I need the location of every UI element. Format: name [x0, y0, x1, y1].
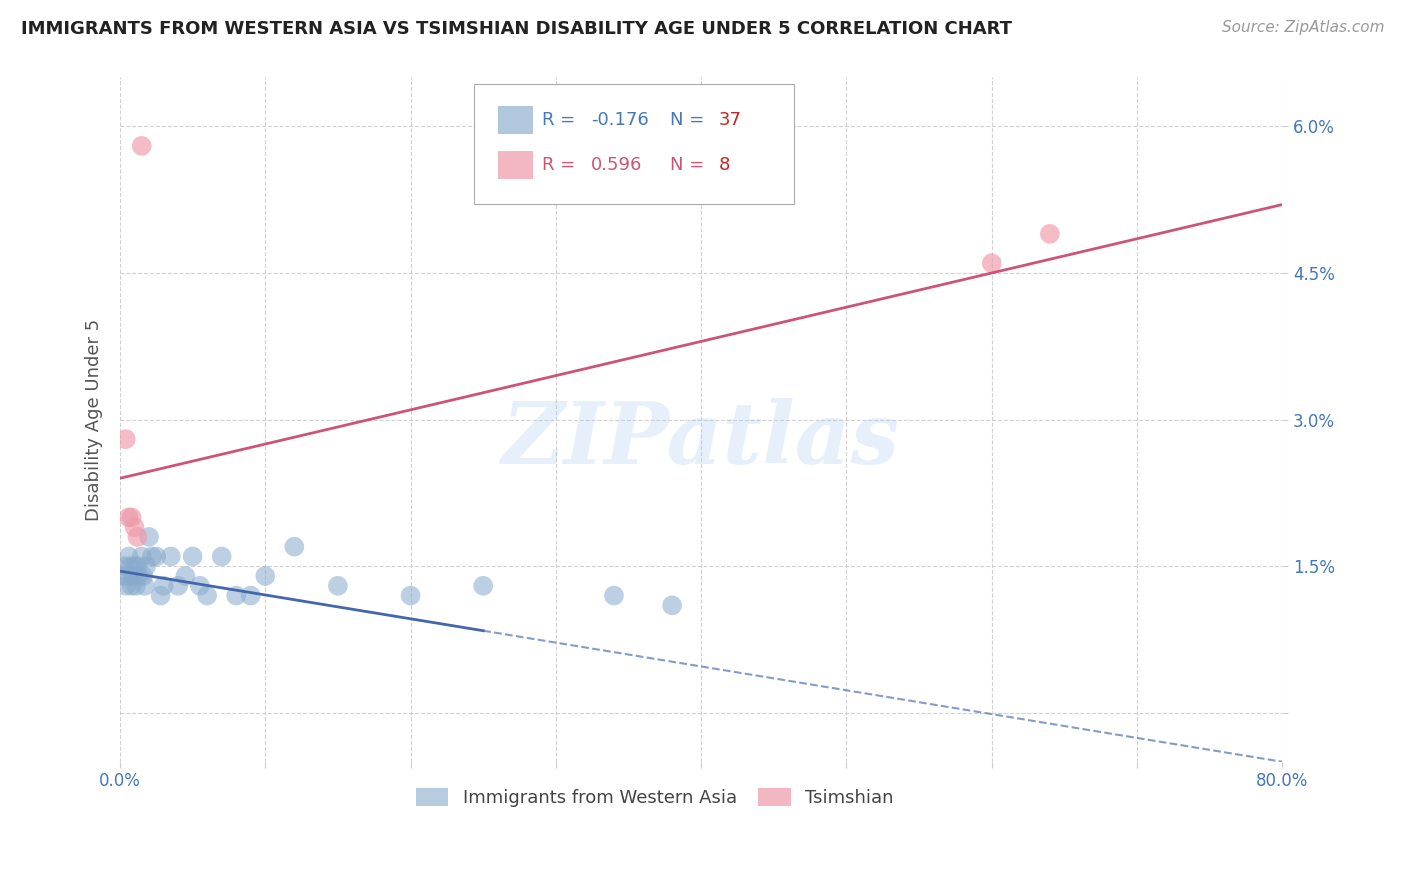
Point	[114, 579, 136, 593]
Point	[120, 559, 142, 574]
Point	[127, 559, 149, 574]
FancyBboxPatch shape	[498, 152, 533, 178]
Point	[174, 569, 197, 583]
Point	[125, 579, 148, 593]
Point	[1039, 227, 1062, 241]
Point	[134, 579, 156, 593]
Point	[149, 589, 172, 603]
Point	[114, 432, 136, 446]
Point	[225, 589, 247, 603]
Point	[124, 559, 146, 574]
FancyBboxPatch shape	[498, 106, 533, 134]
Text: 0.596: 0.596	[591, 156, 643, 174]
Point	[112, 559, 135, 574]
Point	[138, 530, 160, 544]
Text: R =: R =	[541, 111, 575, 128]
Point	[603, 589, 626, 603]
Point	[121, 510, 143, 524]
Text: 8: 8	[718, 156, 730, 174]
Point	[132, 569, 155, 583]
Point	[239, 589, 262, 603]
Point	[661, 599, 683, 613]
Point	[145, 549, 167, 564]
Text: ZIPatlas: ZIPatlas	[502, 399, 900, 482]
Point	[399, 589, 422, 603]
Point	[131, 549, 153, 564]
Point	[122, 569, 145, 583]
Point	[980, 256, 1002, 270]
Point	[181, 549, 204, 564]
Point	[326, 579, 349, 593]
Point	[127, 530, 149, 544]
Point	[124, 520, 146, 534]
Point	[195, 589, 218, 603]
Point	[472, 579, 495, 593]
Point	[254, 569, 277, 583]
Point	[118, 549, 141, 564]
Text: N =: N =	[669, 111, 704, 128]
Text: -0.176: -0.176	[591, 111, 648, 128]
Point	[111, 569, 134, 583]
Point	[159, 549, 181, 564]
Point	[211, 549, 233, 564]
Point	[283, 540, 305, 554]
FancyBboxPatch shape	[474, 84, 794, 204]
Point	[188, 579, 211, 593]
Point	[115, 569, 138, 583]
Point	[121, 579, 143, 593]
Point	[128, 569, 150, 583]
Text: 37: 37	[718, 111, 741, 128]
Point	[131, 139, 153, 153]
Text: Source: ZipAtlas.com: Source: ZipAtlas.com	[1222, 20, 1385, 35]
Y-axis label: Disability Age Under 5: Disability Age Under 5	[86, 318, 103, 521]
Point	[135, 559, 157, 574]
Point	[152, 579, 174, 593]
Text: IMMIGRANTS FROM WESTERN ASIA VS TSIMSHIAN DISABILITY AGE UNDER 5 CORRELATION CHA: IMMIGRANTS FROM WESTERN ASIA VS TSIMSHIA…	[21, 20, 1012, 37]
Legend: Immigrants from Western Asia, Tsimshian: Immigrants from Western Asia, Tsimshian	[408, 780, 901, 814]
Text: N =: N =	[669, 156, 704, 174]
Point	[167, 579, 190, 593]
Point	[141, 549, 163, 564]
Point	[118, 510, 141, 524]
Text: R =: R =	[541, 156, 575, 174]
